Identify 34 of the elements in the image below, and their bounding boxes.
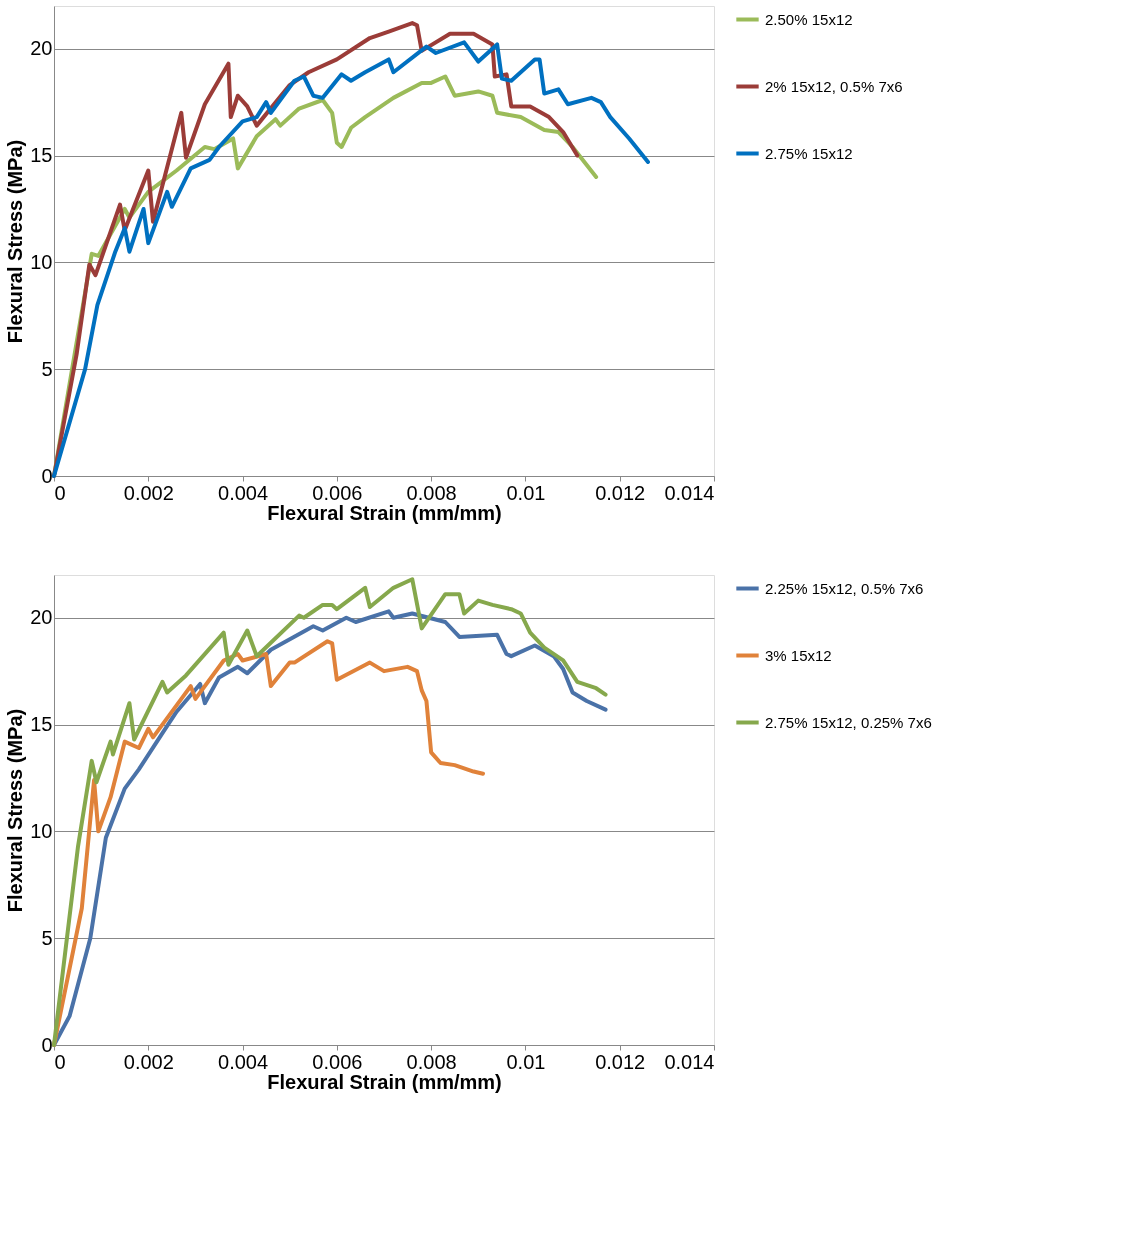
x-tick-label: 0.008: [406, 481, 457, 504]
x-tick-label: 0.014: [664, 481, 715, 504]
x-tick-label: 0.002: [123, 481, 174, 504]
x-tick-label: 0.004: [218, 1050, 269, 1073]
legend-label: 2.25% 15x12, 0.5% 7x6: [765, 579, 924, 597]
x-tick-label: 0.002: [123, 1050, 174, 1073]
y-tick-label: 0: [41, 1033, 53, 1056]
legend-label: 2% 15x12, 0.5% 7x6: [765, 77, 903, 95]
x-tick-label: 0.008: [406, 1050, 457, 1073]
x-tick-label: 0.006: [312, 1050, 363, 1073]
y-tick-label: 0: [41, 464, 53, 487]
x-tick-label: 0.004: [218, 481, 269, 504]
y-tick-label: 10: [30, 250, 53, 273]
y-tick-label: 20: [30, 606, 53, 629]
legend-label: 3% 15x12: [765, 646, 832, 664]
x-tick-label: 0.01: [506, 481, 546, 504]
x-axis-title: Flexural Strain (mm/mm): [267, 501, 502, 524]
y-tick-label: 5: [41, 926, 53, 949]
legend-label: 2.50% 15x12: [765, 10, 853, 28]
x-tick-label: 0.01: [506, 1050, 546, 1073]
y-tick-label: 15: [30, 713, 53, 736]
x-axis-title: Flexural Strain (mm/mm): [267, 1070, 502, 1093]
y-tick-label: 10: [30, 819, 53, 842]
y-tick-label: 15: [30, 144, 53, 167]
x-tick-label: 0.012: [595, 481, 646, 504]
x-tick-label: 0.014: [664, 1050, 715, 1073]
y-axis-title: Flexural Stress (MPa): [4, 708, 27, 913]
x-tick-label: 0.006: [312, 481, 363, 504]
y-tick-label: 5: [41, 357, 53, 380]
x-tick-label: 0.012: [595, 1050, 646, 1073]
legend-label: 2.75% 15x12: [765, 144, 853, 162]
y-axis-title: Flexural Stress (MPa): [4, 139, 27, 344]
legend-label: 2.75% 15x12, 0.25% 7x6: [765, 713, 932, 731]
y-tick-label: 20: [30, 37, 53, 60]
